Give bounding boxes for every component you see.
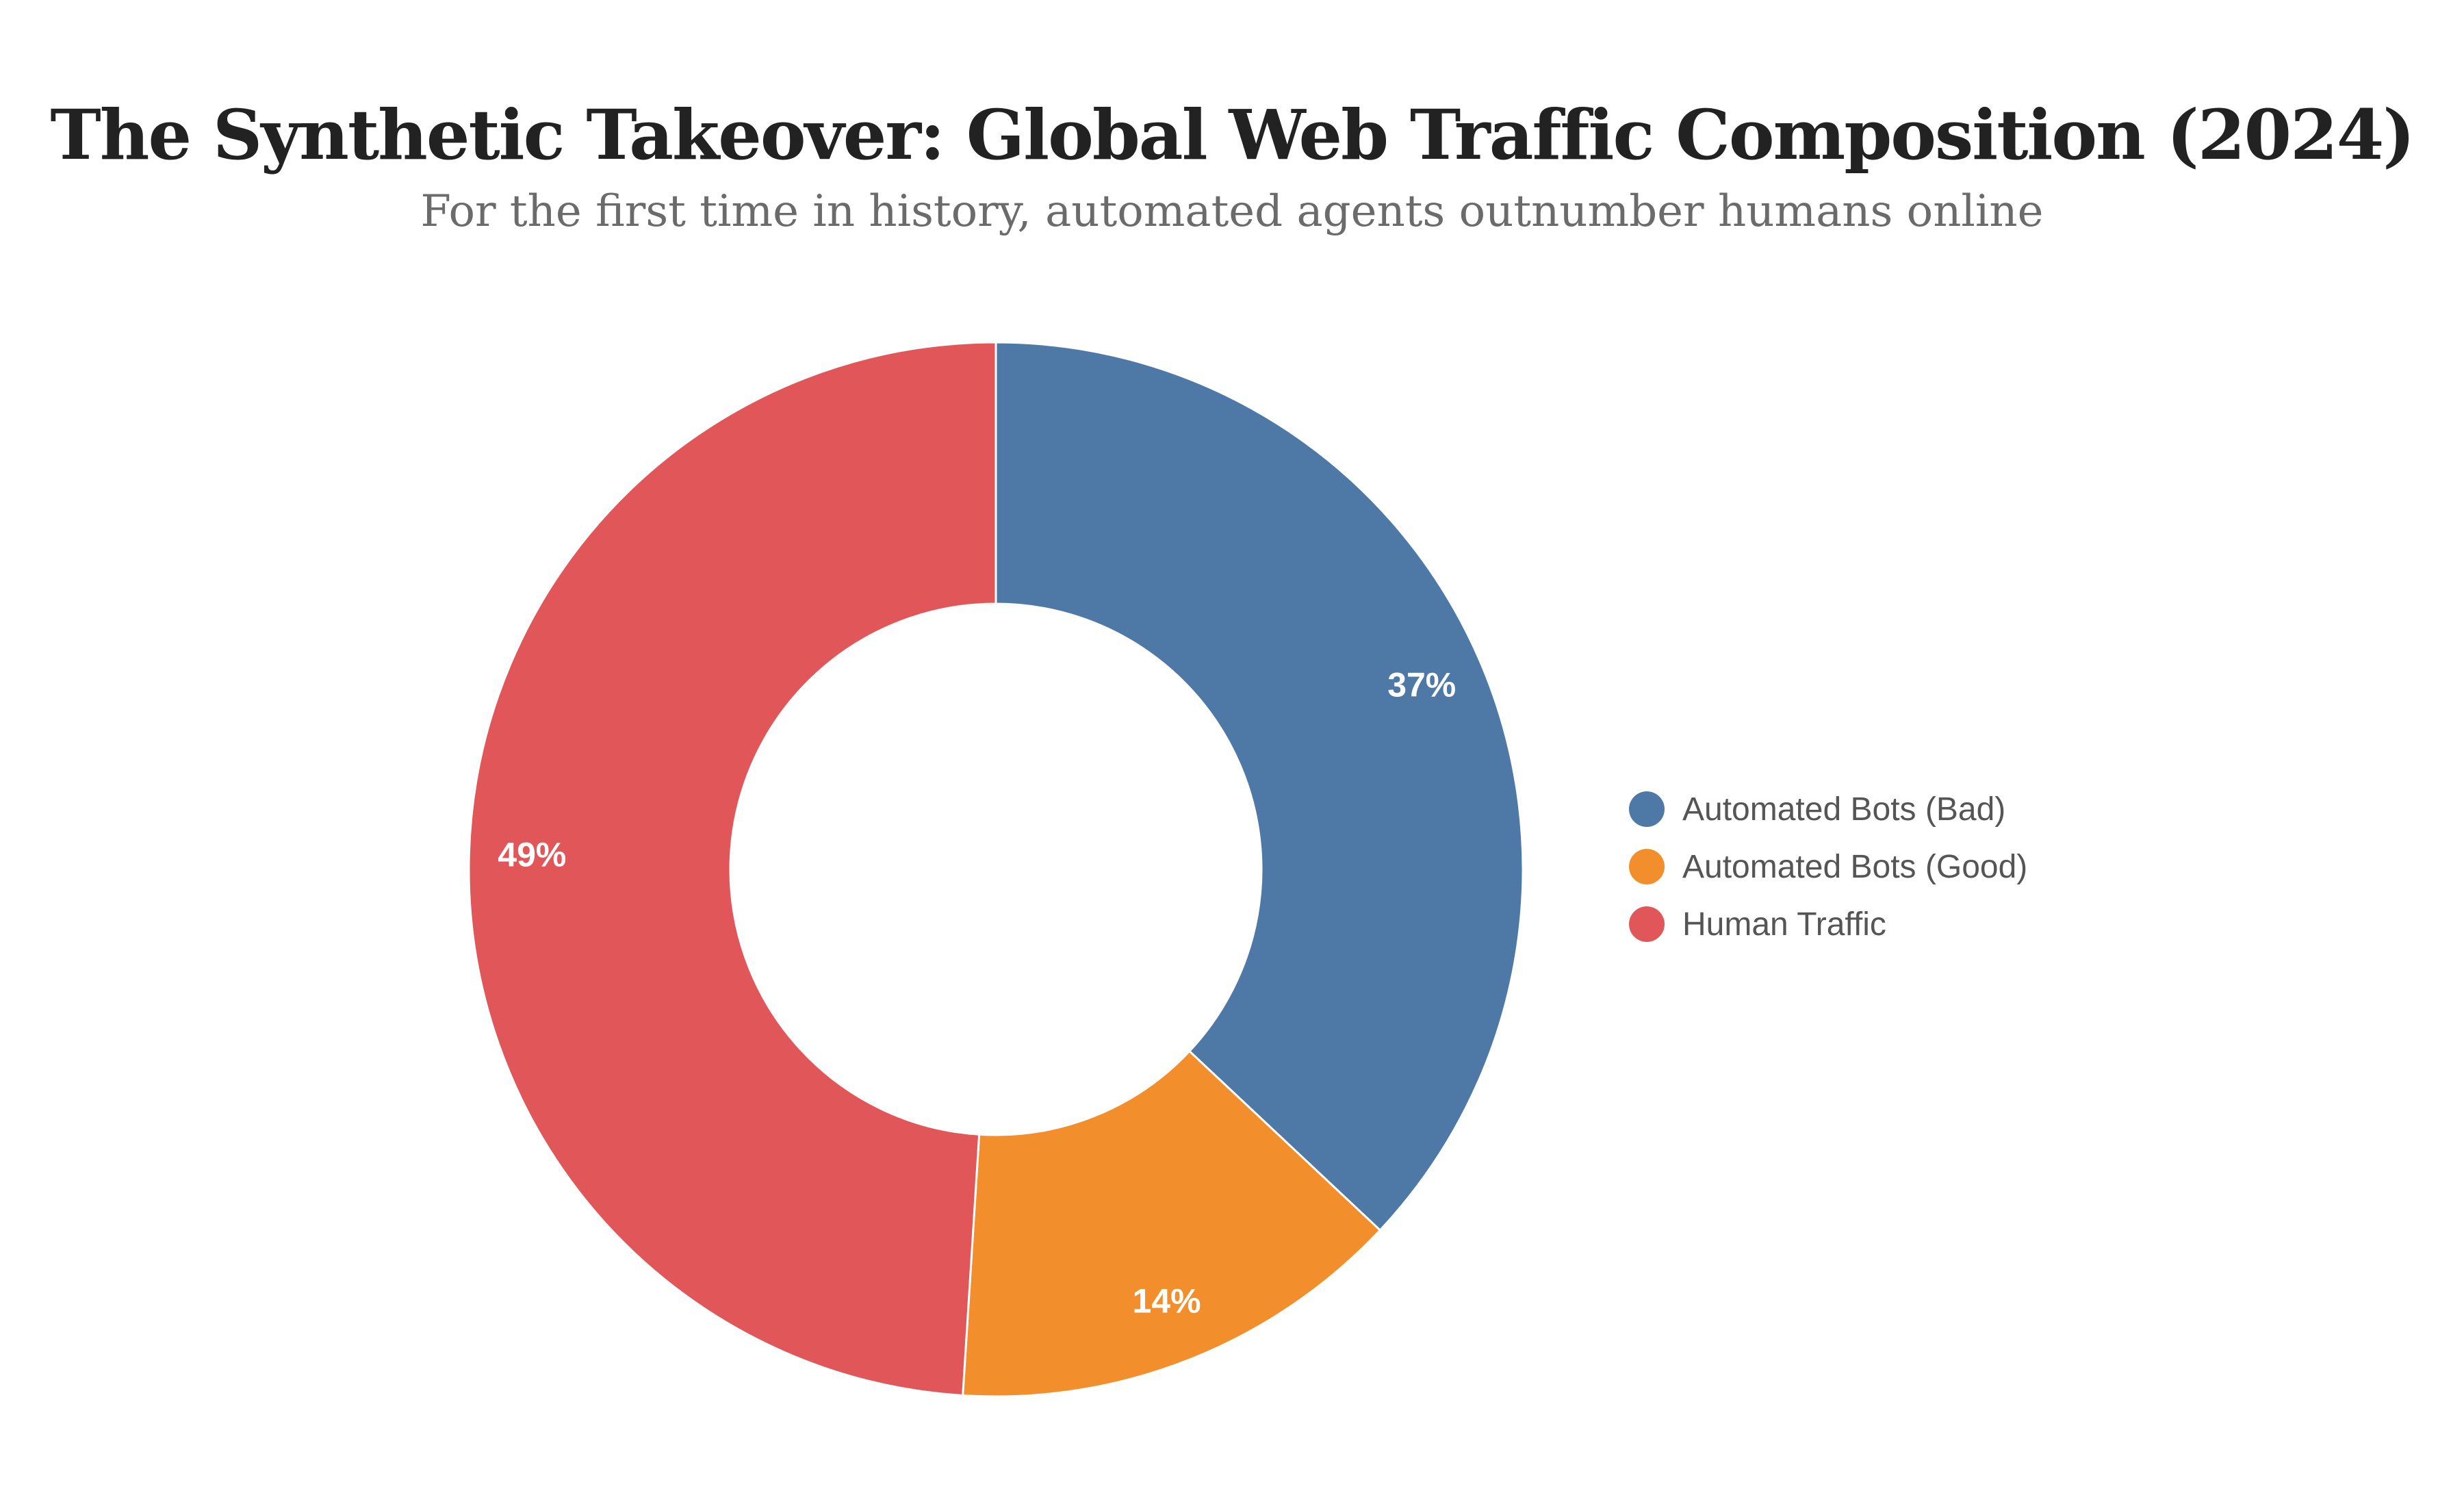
chart-subtitle: For the first time in history, automated…	[420, 186, 2044, 237]
legend-label-bad-bots: Automated Bots (Bad)	[1682, 791, 2006, 828]
legend-swatch-good-bots	[1629, 849, 1665, 884]
legend-item-human-traffic[interactable]: Human Traffic	[1629, 895, 2027, 953]
legend-label-human-traffic: Human Traffic	[1682, 906, 1886, 943]
legend-swatch-bad-bots	[1629, 791, 1665, 827]
label-bad-bots: 37%	[1387, 666, 1456, 704]
label-good-bots: 14%	[1133, 1281, 1201, 1320]
legend-item-bad-bots[interactable]: Automated Bots (Bad)	[1629, 780, 2027, 838]
label-human-traffic: 49%	[498, 836, 566, 874]
legend-swatch-human-traffic	[1629, 906, 1665, 942]
legend-item-good-bots[interactable]: Automated Bots (Good)	[1629, 838, 2027, 895]
chart-title: The Synthetic Takeover: Global Web Traff…	[50, 94, 2415, 175]
legend-label-good-bots: Automated Bots (Good)	[1682, 848, 2028, 885]
legend: Automated Bots (Bad) Automated Bots (Goo…	[1629, 780, 2027, 953]
donut-labels: 37% 14% 49%	[498, 666, 1456, 1320]
donut-slices	[467, 341, 1524, 1398]
slice-good-bots[interactable]	[962, 1049, 1382, 1398]
slice-bad-bots[interactable]	[994, 341, 1524, 1232]
slice-human-traffic[interactable]	[467, 341, 997, 1397]
